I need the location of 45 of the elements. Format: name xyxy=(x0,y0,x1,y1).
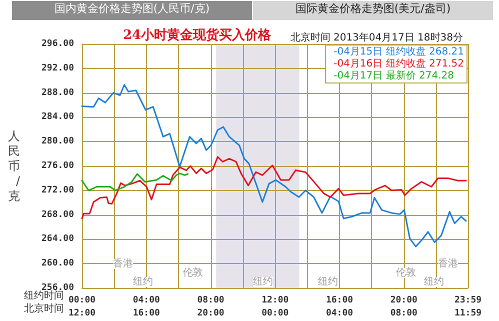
y-tick-label: 272.00 xyxy=(41,185,74,196)
annotation: 纽约 xyxy=(424,276,444,288)
x-tick-label: 04:00 xyxy=(132,296,160,306)
text: 国内黄金价格走势图(人民币/克) xyxy=(12,1,252,20)
text: 国际黄金价格走势图(美元/盎司) xyxy=(253,1,493,20)
x2-tick-label: 11:59 xyxy=(454,308,482,318)
y-axis-title: 人民币/克 xyxy=(8,129,21,203)
x-tick-label: 16:00 xyxy=(326,296,354,306)
annotation: 纽约 xyxy=(253,276,273,288)
x-tick-label: 12:00 xyxy=(262,296,289,306)
y-tick-label: 288.00 xyxy=(41,88,74,98)
x2-tick-label: 20:00 xyxy=(197,308,224,318)
text: -04月17日 最新价 274.28 xyxy=(334,70,454,82)
chart-title: 24小时黄金现货买入价格 xyxy=(123,27,272,43)
x2-tick-label: 00:00 xyxy=(262,308,289,318)
x2-tick-label: 04:00 xyxy=(326,308,354,318)
line-series xyxy=(81,156,467,220)
x2-tick-label: 12:00 xyxy=(68,308,96,318)
y-tick-label: 276.00 xyxy=(41,161,74,171)
line-series xyxy=(81,172,189,192)
annotation: 纽约 xyxy=(318,276,338,288)
x2-tick-label: 16:00 xyxy=(132,308,160,318)
text: -04月15日 纽约收盘 268.21 xyxy=(334,46,464,58)
y-tick-label: 296.00 xyxy=(41,39,74,49)
x-axis-title: 纽约时间 xyxy=(24,290,64,302)
x-tick-label: 23:59 xyxy=(454,296,482,306)
y-tick-label: 284.00 xyxy=(41,112,74,122)
annotation: 纽约 xyxy=(133,276,153,288)
chart-subtitle: 北京时间 2013年04月17日 18时38分 xyxy=(290,32,464,44)
y-tick-label: 264.00 xyxy=(41,234,74,244)
y-tick-label: 260.00 xyxy=(41,258,74,269)
y-tick-label: 280.00 xyxy=(41,136,74,147)
x2-axis-title: 北京时间 xyxy=(24,302,64,314)
annotation: 伦敦 xyxy=(396,266,416,278)
x-tick-label: 00:00 xyxy=(68,296,96,306)
x2-tick-label: 08:00 xyxy=(390,308,418,318)
annotation: 香港 xyxy=(438,258,458,270)
line-series xyxy=(81,84,467,248)
text: -04月16日 纽约收盘 271.52 xyxy=(334,58,464,70)
y-tick-label: 292.00 xyxy=(41,63,74,74)
x-tick-label: 08:00 xyxy=(197,296,224,306)
annotation: 伦敦 xyxy=(183,266,203,278)
annotation: 香港 xyxy=(113,258,133,270)
y-tick-label: 268.00 xyxy=(41,210,74,220)
x-tick-label: 20:00 xyxy=(390,296,418,306)
